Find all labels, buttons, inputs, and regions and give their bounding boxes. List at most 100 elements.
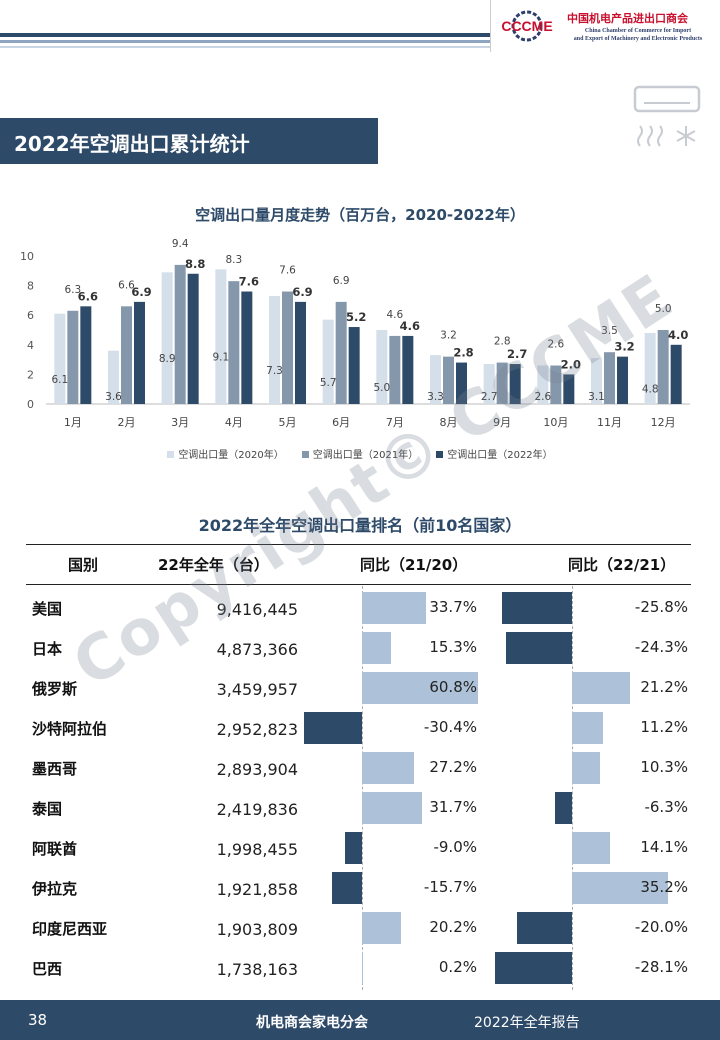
data-label: 2.8	[494, 336, 511, 348]
chart-title: 空调出口量月度走势（百万台，2020-2022年）	[195, 206, 525, 224]
data-label: 9.1	[212, 352, 229, 364]
data-label: 7.6	[239, 275, 259, 289]
yoy-22-21-value: 35.2%	[640, 878, 688, 896]
export-volume: 4,873,366	[216, 640, 298, 659]
legend-item: 空调出口量（2020年）	[167, 446, 284, 461]
data-label: 2.7	[481, 391, 498, 403]
export-volume: 1,903,809	[216, 920, 298, 939]
yoy-21-20-value: 27.2%	[429, 758, 477, 776]
yoy-22-21-bar	[501, 592, 572, 624]
axis-line-22-21	[572, 586, 573, 990]
table-row: 沙特阿拉伯 2,952,823 -30.4% 11.2%	[0, 710, 720, 750]
yoy-22-21-value: -6.3%	[644, 798, 688, 816]
yoy-21-20-value: -9.0%	[433, 838, 477, 856]
header-stripe	[0, 40, 490, 43]
section-title: 2022年空调出口累计统计	[14, 132, 250, 156]
data-label: 6.9	[131, 285, 151, 299]
export-volume: 1,921,858	[216, 880, 298, 899]
footer-department: 机电商会家电分会	[256, 1015, 368, 1031]
cccme-logo-icon: CCCME	[501, 10, 553, 42]
legend-swatch	[167, 451, 175, 458]
data-label: 3.2	[614, 340, 634, 354]
data-label: 4.8	[642, 383, 659, 395]
data-label: 8.9	[159, 353, 176, 365]
yoy-21-20-bar	[304, 712, 362, 744]
country-name: 日本	[32, 640, 63, 658]
yoy-21-20-bar	[362, 672, 478, 704]
bar-2020	[269, 295, 280, 404]
data-label: 2.8	[453, 346, 473, 360]
data-label: 3.3	[427, 391, 444, 403]
yoy-21-20-bar	[362, 632, 392, 664]
x-tick-label: 2月	[118, 416, 136, 429]
data-label: 5.0	[373, 382, 390, 394]
data-label: 3.1	[588, 391, 605, 403]
yoy-22-21-bar	[572, 672, 630, 704]
data-label: 5.2	[346, 310, 366, 324]
bar-2022	[456, 362, 467, 404]
country-name: 泰国	[32, 800, 63, 818]
country-name: 阿联酋	[32, 840, 78, 858]
data-label: 3.6	[105, 391, 122, 403]
data-label: 8.3	[225, 254, 242, 266]
bar-2020	[376, 330, 388, 404]
yoy-21-20-bar	[362, 752, 414, 784]
bar-2020	[215, 269, 227, 404]
footer-report-name: 2022年全年报告	[474, 1015, 580, 1031]
page-number: 38	[28, 1011, 48, 1029]
bar-2022	[509, 364, 521, 404]
x-tick-label: 10月	[543, 416, 568, 429]
bar-2021	[550, 365, 562, 404]
x-tick-label: 8月	[440, 416, 458, 429]
data-label: 2.7	[507, 347, 527, 361]
yoy-21-20-value: 33.7%	[429, 598, 477, 616]
export-volume: 2,419,836	[216, 800, 298, 819]
x-tick-label: 4月	[225, 416, 243, 429]
table-row: 伊拉克 1,921,858 -15.7% 35.2%	[0, 870, 720, 910]
country-name: 墨西哥	[32, 760, 78, 778]
data-label: 6.6	[118, 279, 135, 291]
yoy-21-20-bar	[332, 872, 362, 904]
yoy-21-20-value: 60.8%	[429, 678, 477, 696]
bar-2022	[187, 273, 199, 404]
x-tick-label: 11月	[597, 416, 622, 429]
y-tick-label: 8	[27, 280, 34, 293]
country-name: 伊拉克	[32, 880, 78, 898]
data-label: 6.3	[64, 284, 81, 296]
data-label: 6.9	[333, 275, 350, 287]
export-volume: 9,416,445	[216, 600, 298, 619]
data-label: 7.3	[266, 365, 283, 377]
data-label: 7.6	[279, 265, 296, 277]
y-tick-label: 4	[27, 339, 34, 352]
yoy-21-20-bar	[344, 832, 362, 864]
x-tick-label: 6月	[332, 416, 350, 429]
org-name-en-line1: China Chamber of Commerce for Import	[584, 28, 692, 34]
yoy-21-20-value: 0.2%	[438, 958, 477, 976]
table-title: 2022年全年空调出口量排名（前10名国家）	[198, 516, 522, 535]
yoy-22-21-bar	[572, 752, 601, 784]
x-tick-label: 1月	[64, 416, 82, 429]
y-tick-label: 6	[27, 309, 34, 322]
data-label: 2.6	[547, 339, 564, 351]
yoy-21-20-bar	[362, 592, 427, 624]
yoy-21-20-bar	[362, 792, 423, 824]
data-label: 6.9	[292, 285, 312, 299]
bar-2021	[121, 306, 132, 404]
table-row: 印度尼西亚 1,903,809 20.2% -20.0%	[0, 910, 720, 950]
axis-line-21-20	[362, 586, 363, 990]
bar-2021	[389, 335, 401, 404]
legend-swatch	[436, 451, 444, 458]
table-row: 泰国 2,419,836 31.7% -6.3%	[0, 790, 720, 830]
org-name-cn: 中国机电产品进出口商会	[567, 12, 688, 25]
bar-2022	[348, 327, 360, 404]
table-row: 墨西哥 2,893,904 27.2% 10.3%	[0, 750, 720, 790]
bar-2022	[295, 301, 306, 404]
bar-2020	[644, 332, 656, 404]
org-name-en-line2: and Export of Machinery and Electronic P…	[573, 36, 703, 42]
bar-2022	[80, 306, 92, 404]
bar-2020	[430, 355, 441, 404]
legend-label: 空调出口量（2021年）	[312, 450, 419, 461]
table-header-rule	[26, 584, 691, 585]
x-tick-label: 5月	[279, 416, 297, 429]
bar-2020	[322, 319, 334, 404]
